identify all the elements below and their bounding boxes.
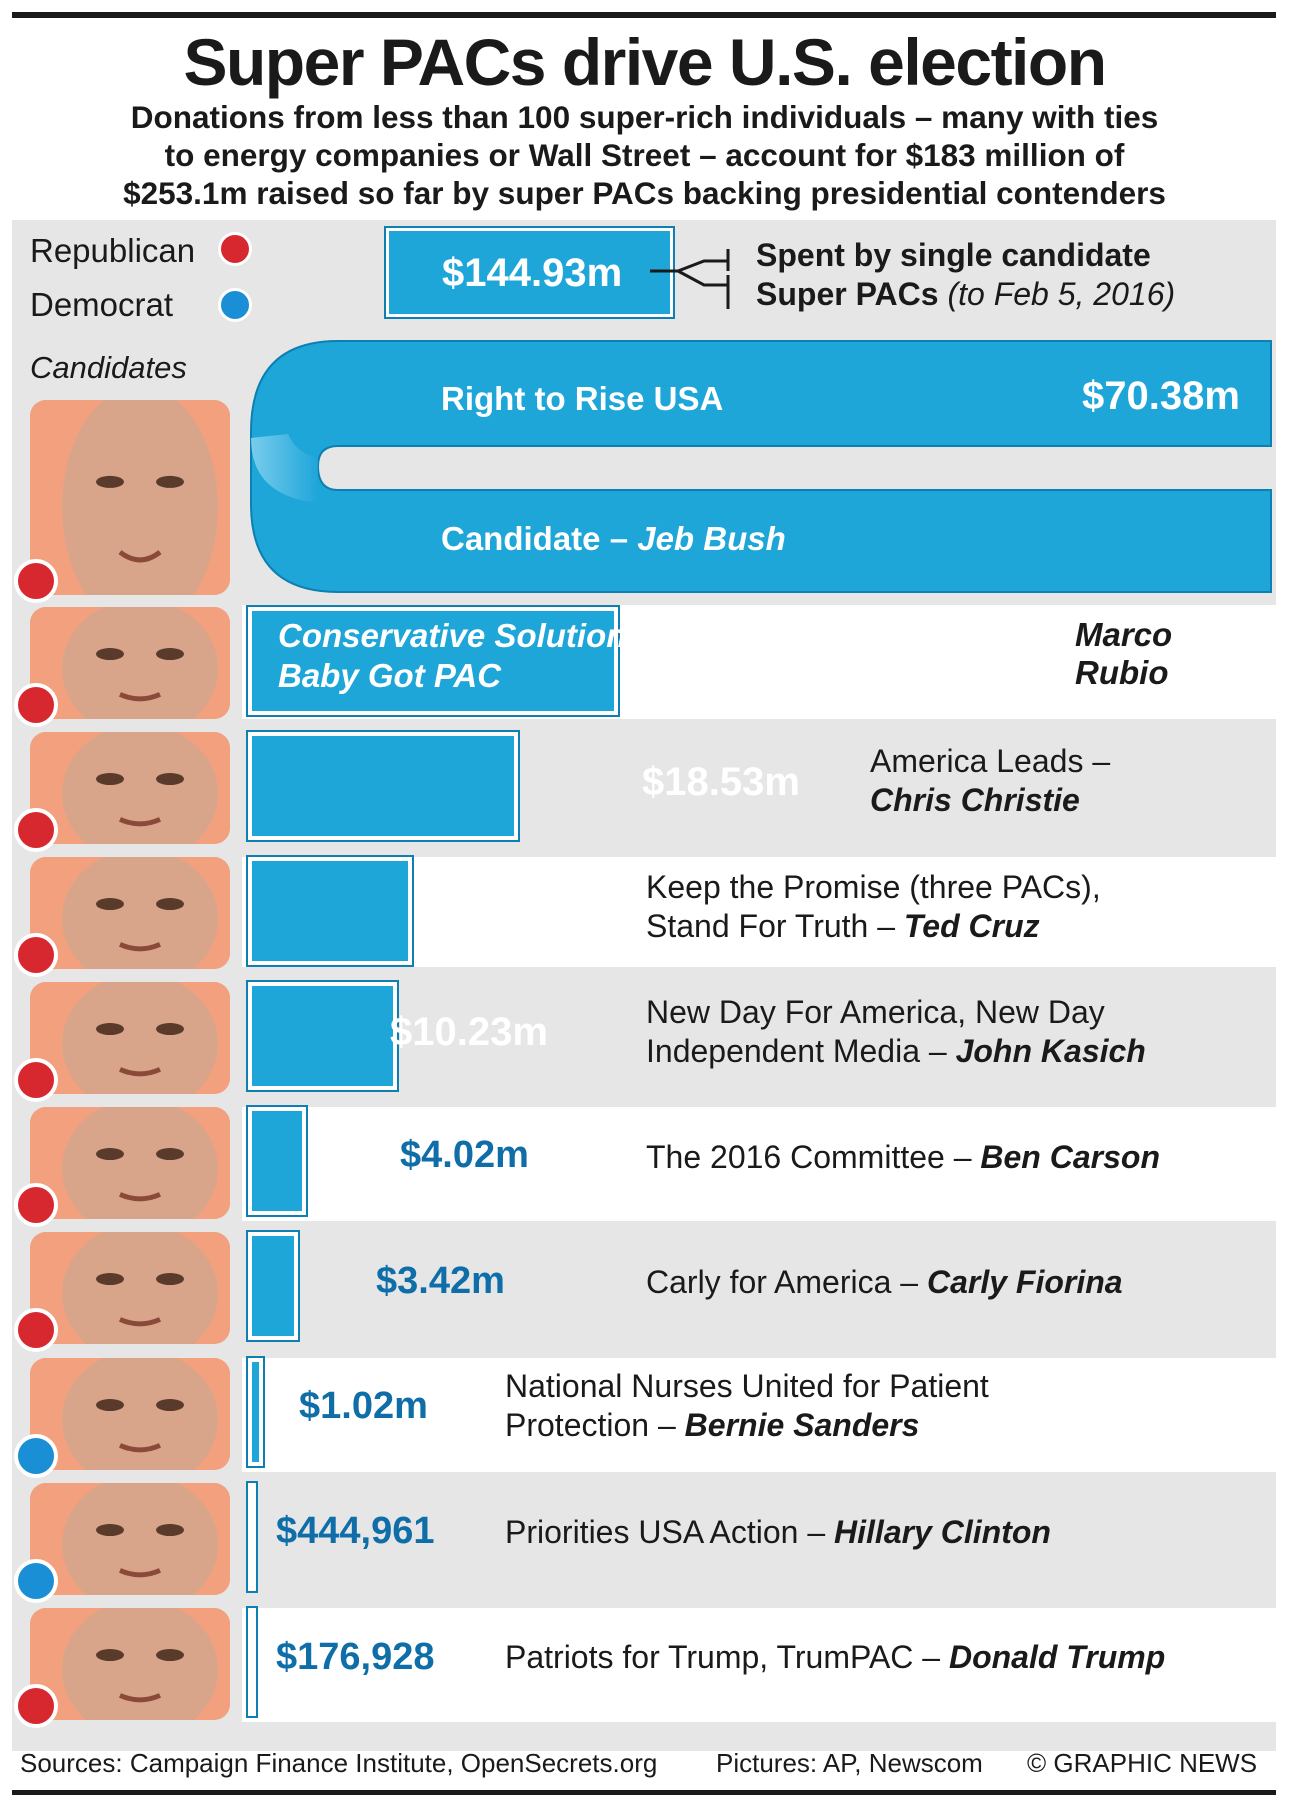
photo-jeb-bush — [30, 400, 230, 595]
fiorina-pac-label: Carly for America – Carly Fiorina — [646, 1264, 1123, 1300]
subtitle-line: to energy companies or Wall Street – acc… — [164, 137, 1125, 173]
republican-dot-icon — [14, 1684, 58, 1728]
cruz-pac-label: Keep the Promise (three PACs), Stand For … — [646, 869, 1101, 944]
photo-hillary-clinton — [30, 1483, 230, 1595]
republican-dot-icon — [14, 808, 58, 852]
bar-ted-cruz — [246, 855, 414, 967]
democrat-dot-icon — [14, 1434, 58, 1478]
clinton-value-label: $444,961 — [276, 1510, 435, 1552]
row-band — [242, 1358, 1276, 1472]
bar-donald-trump — [246, 1606, 258, 1718]
trump-value-label: $176,928 — [276, 1636, 435, 1678]
cruz-value-label: $11.28m — [416, 885, 572, 929]
photo-chris-christie — [30, 732, 230, 844]
bar-ben-carson — [246, 1105, 308, 1217]
top-rule — [12, 12, 1276, 18]
total-note-line1: Spent by single candidate — [756, 237, 1151, 273]
photo-john-kasich — [30, 982, 230, 1094]
bar-bernie-sanders — [246, 1356, 265, 1468]
republican-dot-icon — [218, 232, 252, 266]
kasich-value-label: $10.23m — [390, 1010, 548, 1054]
photo-ben-carson — [30, 1107, 230, 1219]
subtitle-line: Donations from less than 100 super-rich … — [130, 99, 1159, 135]
candidates-label: Candidates — [30, 350, 187, 385]
total-note: Spent by single candidate Super PACs (to… — [756, 236, 1175, 314]
photo-carly-fiorina — [30, 1232, 230, 1344]
democrat-dot-icon — [218, 288, 252, 322]
total-note-line2: Super PACs — [756, 276, 939, 312]
row-band — [242, 857, 1276, 967]
bar-carly-fiorina — [246, 1230, 300, 1342]
sanders-pac-label: National Nurses United for Patient Protec… — [505, 1368, 989, 1443]
bar-marco-rubio — [246, 605, 620, 717]
bush-bar — [250, 340, 1272, 593]
bottom-rule — [12, 1790, 1276, 1795]
total-bar: $144.93m — [384, 226, 675, 319]
subtitle-line: $253.1m raised so far by super PACs back… — [123, 175, 1166, 211]
fiorina-value-label: $3.42m — [376, 1260, 505, 1302]
rubio-pac-label: Conservative Solutions PAC, Baby Got PAC — [278, 617, 731, 694]
carson-value-label: $4.02m — [400, 1134, 529, 1176]
page-title: Super PACs drive U.S. election — [183, 25, 1107, 99]
kasich-pac-label: New Day For America, New Day Independent … — [646, 994, 1146, 1069]
photo-ted-cruz — [30, 857, 230, 969]
bush-pac-label: Right to Rise USA — [441, 380, 724, 417]
sources-label: Sources: Campaign Finance Institute, Ope… — [20, 1748, 658, 1778]
bush-candidate-label: Candidate – Jeb Bush — [441, 520, 786, 557]
photo-marco-rubio — [30, 607, 230, 719]
republican-dot-icon — [14, 559, 58, 603]
bush-value-label: $70.38m — [1082, 374, 1240, 418]
carson-pac-label: The 2016 Committee – Ben Carson — [646, 1139, 1160, 1175]
row-band — [242, 1107, 1276, 1221]
bar-john-kasich — [246, 980, 399, 1092]
rubio-name-label: Marco Rubio — [1075, 616, 1173, 691]
republican-dot-icon — [14, 1058, 58, 1102]
legend-democrat-label: Democrat — [30, 286, 174, 323]
total-note-date: (to Feb 5, 2016) — [947, 276, 1176, 312]
credit-label: © GRAPHIC NEWS — [1027, 1748, 1258, 1778]
sanders-value-label: $1.02m — [299, 1385, 428, 1427]
republican-dot-icon — [14, 1183, 58, 1227]
clinton-pac-label: Priorities USA Action – Hillary Clinton — [505, 1514, 1051, 1550]
christie-value-label: $18.53m — [642, 760, 800, 804]
christie-pac-label: America Leads – Chris Christie — [870, 743, 1111, 818]
bar-hillary-clinton — [246, 1481, 258, 1593]
photo-donald-trump — [30, 1608, 230, 1720]
democrat-dot-icon — [14, 1559, 58, 1603]
trump-pac-label: Patriots for Trump, TrumPAC – Donald Tru… — [505, 1639, 1166, 1675]
republican-dot-icon — [14, 683, 58, 727]
bracket-connector — [650, 249, 730, 309]
rubio-value-label: $25.43m — [858, 636, 1016, 680]
subtitle: Donations from less than 100 super-rich … — [20, 98, 1269, 212]
pictures-label: Pictures: AP, Newscom — [716, 1748, 983, 1778]
total-value-label: $144.93m — [442, 251, 623, 295]
row-band — [242, 1608, 1276, 1722]
legend-republican-label: Republican — [30, 232, 196, 269]
republican-dot-icon — [14, 1308, 58, 1352]
photo-bernie-sanders — [30, 1358, 230, 1470]
bar-chris-christie — [246, 730, 520, 842]
republican-dot-icon — [14, 933, 58, 977]
